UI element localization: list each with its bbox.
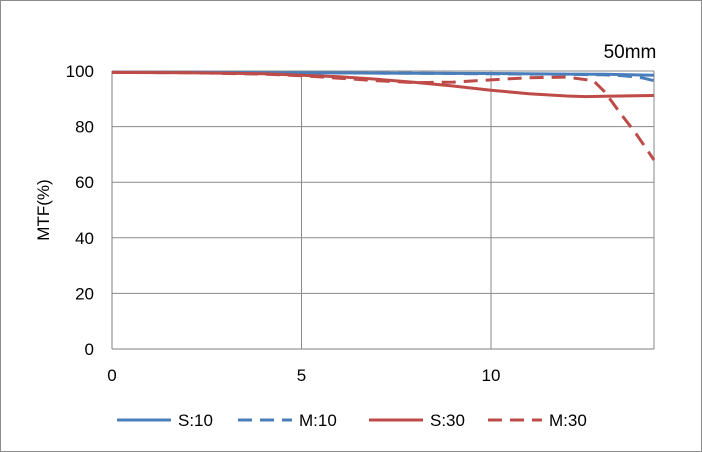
y-tick-label: 20 <box>75 284 94 303</box>
series-line-s-30 <box>111 70 655 99</box>
legend-label: S:30 <box>430 411 465 430</box>
y-tick-label: 80 <box>75 118 94 137</box>
axes <box>111 71 654 350</box>
legend-label: M:10 <box>299 411 337 430</box>
grid <box>112 70 655 349</box>
y-axis-title: MTF(%) <box>34 179 53 240</box>
series-lines <box>111 70 656 161</box>
x-tick-label: 5 <box>297 366 306 385</box>
y-tick-label: 60 <box>75 173 94 192</box>
series-line-m-30 <box>111 70 656 161</box>
focal-length-annotation: 50mm <box>604 42 657 63</box>
legend-label: S:10 <box>178 411 213 430</box>
y-tick-label: 40 <box>75 229 94 248</box>
legend: S:10 M:10 S:30 M:30 <box>117 411 587 430</box>
x-tick-label: 10 <box>482 366 501 385</box>
legend-label: M:30 <box>549 411 587 430</box>
tick-labels: 0 20 40 60 80 100 0 5 10 <box>66 62 501 385</box>
y-tick-label: 100 <box>66 62 94 81</box>
y-tick-label: 0 <box>85 340 94 359</box>
x-tick-label: 0 <box>107 366 116 385</box>
